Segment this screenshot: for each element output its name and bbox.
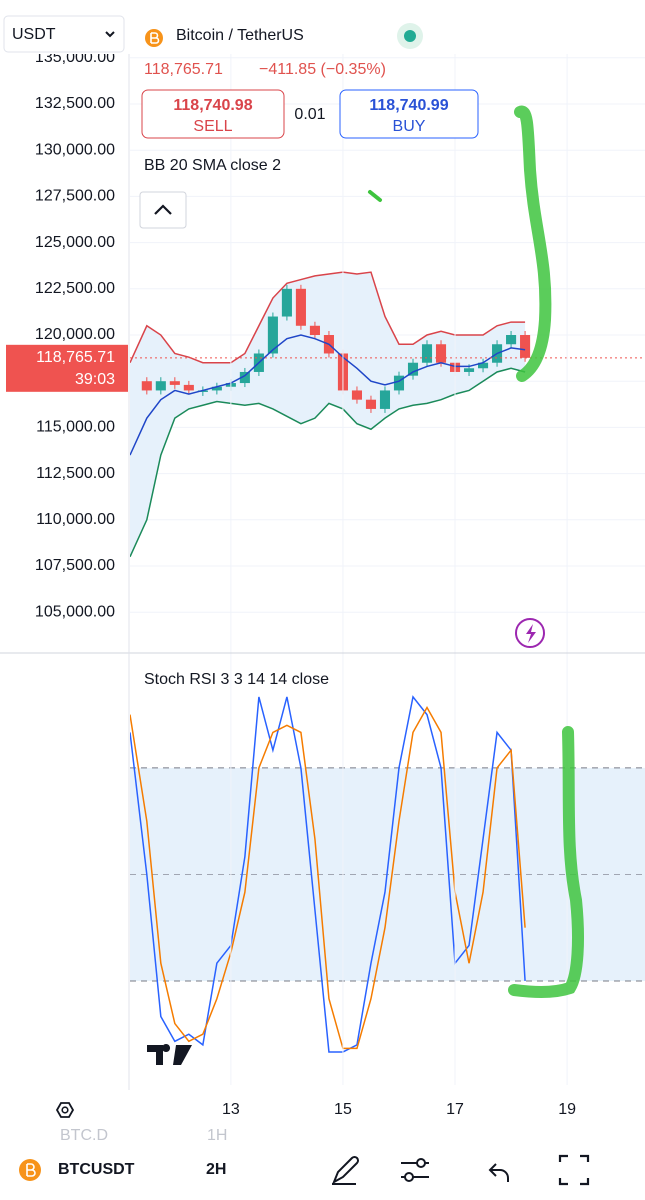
candle bbox=[478, 362, 489, 369]
toolbar-interval[interactable]: 2H bbox=[206, 1161, 226, 1178]
y-tick-label: 120,000.00 bbox=[35, 326, 115, 343]
y-tick-label: 127,500.00 bbox=[35, 188, 115, 205]
last-price: 118,765.71 bbox=[144, 61, 223, 78]
chevron bbox=[105, 31, 115, 38]
candle bbox=[463, 368, 475, 372]
candle bbox=[309, 325, 320, 336]
slider-knob bbox=[416, 1158, 426, 1168]
currency-select[interactable] bbox=[3, 15, 125, 53]
y-tick-label: 110,000.00 bbox=[36, 511, 115, 528]
annotation-stroke bbox=[514, 105, 552, 382]
annotation-stroke bbox=[508, 726, 584, 998]
y-tick-label: 115,000.00 bbox=[36, 419, 115, 436]
sell-label: SELL bbox=[193, 118, 232, 135]
candle bbox=[407, 362, 419, 376]
btc-glyph bbox=[26, 1163, 36, 1177]
sell-button[interactable] bbox=[141, 89, 285, 139]
band-area bbox=[130, 272, 526, 557]
collapse-icon bbox=[154, 204, 172, 215]
x-tick-label: 17 bbox=[446, 1101, 464, 1118]
y-tick-label: 105,000.00 bbox=[35, 603, 115, 620]
candle bbox=[141, 381, 152, 391]
symbol-title: Bitcoin / TetherUS bbox=[176, 27, 304, 44]
chart-layer: 135,000.00132,500.00130,000.00127,500.00… bbox=[35, 49, 645, 1118]
series-line bbox=[130, 367, 526, 558]
candle bbox=[421, 344, 433, 363]
series-line bbox=[130, 334, 526, 456]
slider-knob bbox=[404, 1172, 414, 1182]
candle bbox=[435, 344, 447, 363]
price-change: −411.85 (−0.35%) bbox=[259, 61, 386, 78]
buy-button[interactable] bbox=[339, 89, 479, 139]
candle bbox=[520, 335, 531, 358]
overlay-layer: 118,765.71 39:03 bbox=[6, 344, 128, 392]
toolbar-symbol[interactable]: BTCUSDT bbox=[58, 1161, 135, 1178]
sell-price: 118,740.98 bbox=[173, 97, 252, 114]
stoch-title: Stoch RSI 3 3 14 14 close bbox=[144, 671, 329, 688]
buy-price: 118,740.99 bbox=[369, 97, 448, 114]
candle bbox=[267, 316, 278, 354]
settings-icon[interactable] bbox=[55, 1102, 75, 1118]
candle bbox=[393, 375, 405, 391]
status-dot bbox=[404, 30, 416, 42]
candle bbox=[183, 384, 194, 391]
series-line bbox=[130, 271, 526, 364]
settings-icon-core bbox=[61, 1106, 69, 1114]
y-tick-label: 132,500.00 bbox=[35, 95, 115, 112]
candle bbox=[211, 386, 222, 391]
last-price-label: 118,765.71 bbox=[36, 349, 115, 366]
last-price-tag bbox=[6, 344, 128, 392]
candle bbox=[506, 335, 517, 345]
candle bbox=[351, 390, 363, 400]
y-tick-label: 130,000.00 bbox=[35, 141, 115, 158]
plot-area bbox=[130, 57, 645, 613]
candle bbox=[281, 288, 292, 317]
btc-glyph bbox=[150, 32, 160, 44]
spread: 0.01 bbox=[294, 106, 325, 123]
candle bbox=[379, 390, 391, 409]
x-tick-label: 15 bbox=[334, 1101, 352, 1118]
plot-area bbox=[130, 695, 645, 1053]
buy-label: BUY bbox=[393, 118, 426, 135]
candle bbox=[169, 381, 180, 385]
fullscreen-icon[interactable] bbox=[558, 1154, 590, 1186]
candle bbox=[365, 399, 377, 409]
series-line bbox=[130, 695, 526, 1053]
y-tick-label: 122,500.00 bbox=[35, 280, 115, 297]
currency: USDT bbox=[12, 26, 56, 43]
y-tick-label: 125,000.00 bbox=[35, 234, 115, 251]
countdown: 39:03 bbox=[75, 371, 115, 388]
candle bbox=[295, 288, 306, 326]
tv-logo bbox=[147, 1044, 192, 1065]
x-tick-label: 19 bbox=[558, 1101, 576, 1118]
candle bbox=[239, 371, 250, 384]
faded-interval: 1H bbox=[207, 1127, 227, 1144]
x-tick-label: 13 bbox=[222, 1101, 240, 1118]
undo-icon[interactable] bbox=[488, 1163, 509, 1182]
series-line bbox=[130, 706, 526, 1050]
y-tick-label: 107,500.00 bbox=[35, 557, 115, 574]
annotation-tick bbox=[368, 190, 382, 202]
faded-symbol: BTC.D bbox=[60, 1127, 108, 1144]
bolt-icon bbox=[526, 624, 536, 643]
candle bbox=[155, 381, 166, 391]
y-tick-label: 112,500.00 bbox=[36, 465, 115, 482]
indicator-title: BB 20 SMA close 2 bbox=[144, 157, 281, 174]
toolbar-bg bbox=[0, 1125, 645, 1200]
collapse-button[interactable] bbox=[139, 191, 187, 229]
draw-icon[interactable] bbox=[332, 1155, 360, 1185]
